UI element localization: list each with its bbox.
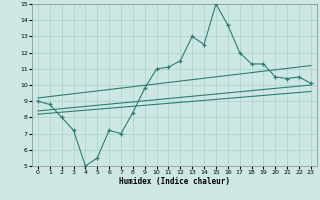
X-axis label: Humidex (Indice chaleur): Humidex (Indice chaleur) [119,177,230,186]
